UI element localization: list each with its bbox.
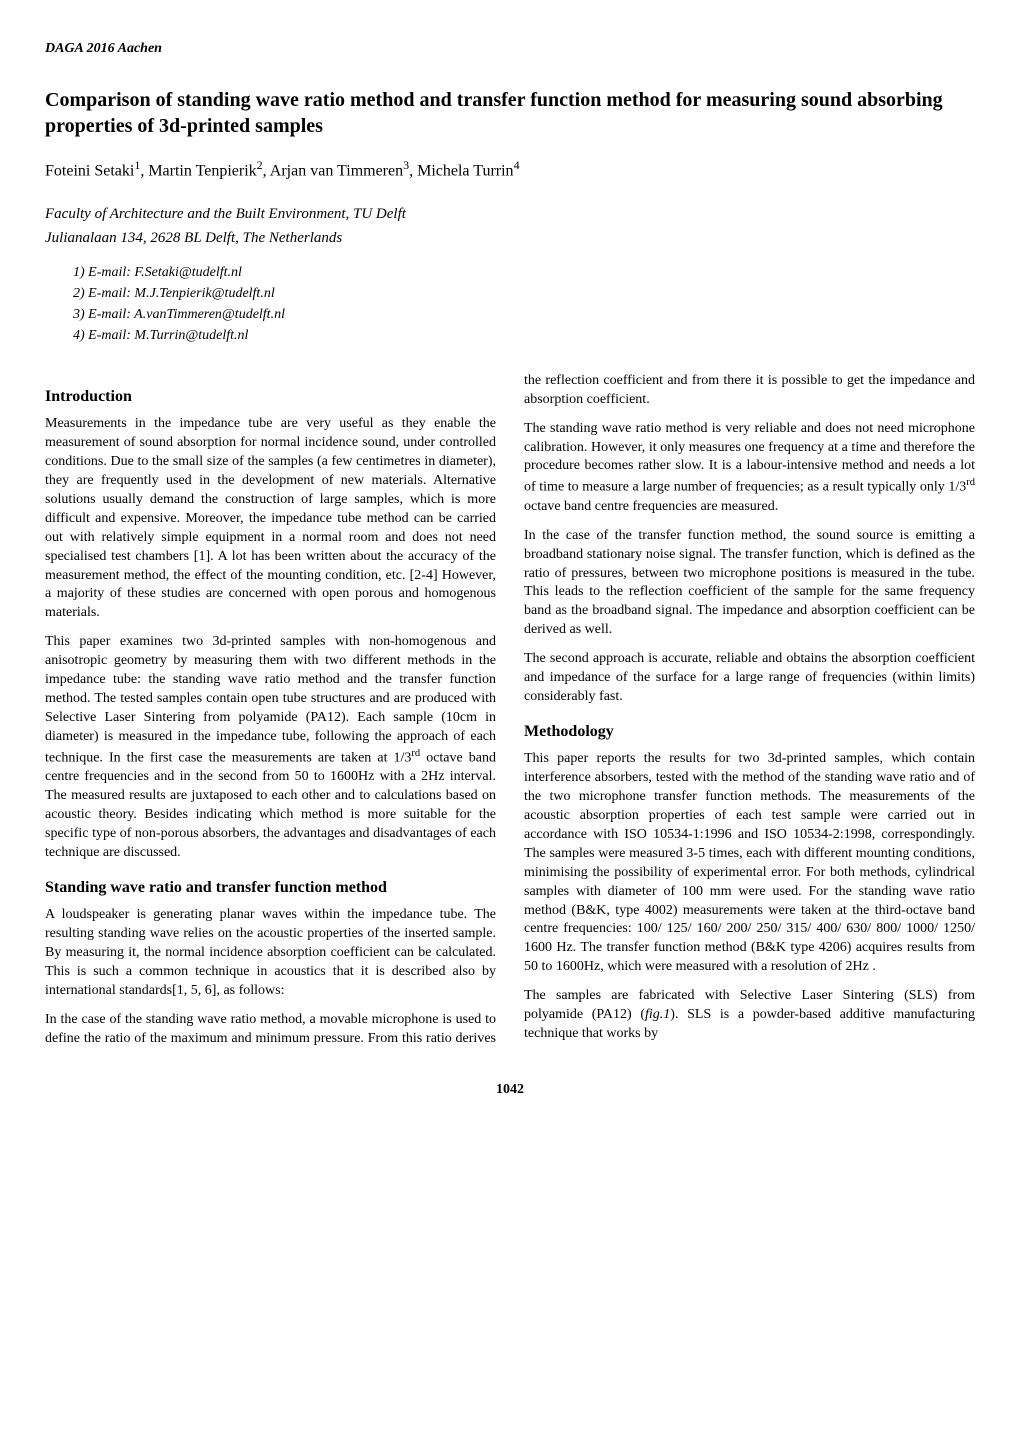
paragraph: Measurements in the impedance tube are v… xyxy=(45,415,496,623)
body-columns: Introduction Measurements in the impedan… xyxy=(45,372,975,1051)
conference-header: DAGA 2016 Aachen xyxy=(45,40,162,59)
paragraph: In the case of the transfer function met… xyxy=(524,527,975,640)
email-item: 1) E-mail: F.Setaki@tudelft.nl xyxy=(73,264,975,283)
paragraph: The samples are fabricated with Selectiv… xyxy=(524,987,975,1044)
paper-title: Comparison of standing wave ratio method… xyxy=(45,87,975,139)
affiliation-line-2: Julianalaan 134, 2628 BL Delft, The Neth… xyxy=(45,228,975,248)
email-list: 1) E-mail: F.Setaki@tudelft.nl 2) E-mail… xyxy=(73,264,975,346)
paragraph: The second approach is accurate, reliabl… xyxy=(524,650,975,707)
email-item: 4) E-mail: M.Turrin@tudelft.nl xyxy=(73,327,975,346)
page-number: 1042 xyxy=(45,1081,975,1100)
section-heading-methodology: Methodology xyxy=(524,721,975,743)
section-heading-swr: Standing wave ratio and transfer functio… xyxy=(45,877,496,899)
paragraph: This paper reports the results for two 3… xyxy=(524,750,975,977)
email-item: 2) E-mail: M.J.Tenpierik@tudelft.nl xyxy=(73,285,975,304)
section-heading-introduction: Introduction xyxy=(45,386,496,408)
paragraph: The standing wave ratio method is very r… xyxy=(524,420,975,517)
paragraph: A loudspeaker is generating planar waves… xyxy=(45,906,496,1000)
email-item: 3) E-mail: A.vanTimmeren@tudelft.nl xyxy=(73,306,975,325)
paragraph: This paper examines two 3d-printed sampl… xyxy=(45,633,496,862)
authors-line: Foteini Setaki1, Martin Tenpierik2, Arja… xyxy=(45,157,975,182)
affiliation-line-1: Faculty of Architecture and the Built En… xyxy=(45,204,975,224)
